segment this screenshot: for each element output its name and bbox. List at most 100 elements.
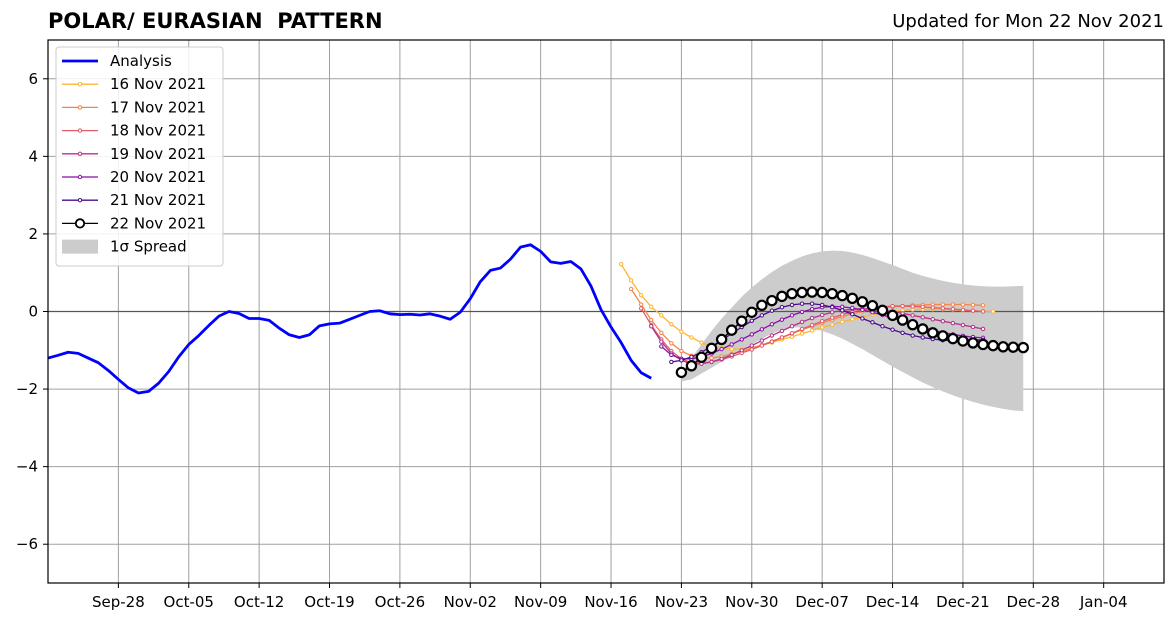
y-tick-label: 0 <box>28 303 38 321</box>
forecast-point <box>766 294 778 307</box>
forecast-point <box>789 302 795 308</box>
forecast-point <box>906 318 919 331</box>
x-tick-label: Oct-05 <box>164 593 214 611</box>
forecast-point <box>739 348 744 353</box>
forecast-point <box>685 360 698 372</box>
forecast-point <box>689 335 694 340</box>
forecast-point <box>920 304 925 310</box>
forecast-point <box>860 316 865 321</box>
y-tick-label: 2 <box>28 225 38 243</box>
forecast-point <box>638 293 644 298</box>
y-tick-label: 6 <box>28 70 38 88</box>
forecast-point <box>659 344 664 349</box>
forecast-point <box>900 303 905 309</box>
forecast-series <box>618 261 1029 379</box>
x-tick-label: Dec-28 <box>1007 593 1061 611</box>
forecast-point <box>960 307 966 313</box>
legend-marker <box>77 151 83 157</box>
forecast-point <box>950 320 956 326</box>
forecast-point <box>715 333 728 346</box>
forecast-point <box>638 306 644 311</box>
analysis-line <box>47 243 652 395</box>
forecast-point <box>786 287 798 300</box>
forecast-point <box>759 313 765 318</box>
y-tick-label: 4 <box>28 147 38 165</box>
forecast-point <box>729 342 734 347</box>
forecast-point <box>890 327 895 332</box>
forecast-point <box>809 322 815 328</box>
forecast-point <box>746 306 758 318</box>
forecast-point <box>809 301 815 306</box>
forecast-point <box>638 302 644 307</box>
forecast-point <box>910 313 915 318</box>
forecast-point <box>819 318 825 324</box>
forecast-point <box>669 352 674 358</box>
forecast-point <box>618 261 624 267</box>
forecast-point <box>759 338 765 343</box>
forecast-point <box>699 340 704 345</box>
forecast-point <box>739 337 744 342</box>
forecast-point <box>628 278 634 283</box>
legend-label: Analysis <box>110 52 172 70</box>
forecast-point <box>729 352 734 358</box>
forecast-point <box>830 315 835 320</box>
chart-subtitle: Updated for Mon 22 Nov 2021 <box>892 11 1164 32</box>
forecast-point <box>669 341 674 346</box>
forecast-point <box>900 330 905 336</box>
legend-label: 20 Nov 2021 <box>110 168 206 186</box>
forecast-point <box>816 286 828 299</box>
x-tick-label: Sep-28 <box>92 593 145 611</box>
legend-label: 22 Nov 2021 <box>110 214 206 232</box>
forecast-point <box>856 296 869 308</box>
forecast-point <box>960 302 966 307</box>
forecast-point <box>927 327 939 339</box>
forecast-point <box>850 317 855 322</box>
forecast-point <box>756 299 768 311</box>
legend-swatch <box>62 239 98 254</box>
forecast-point <box>649 324 654 329</box>
forecast-point <box>759 327 765 332</box>
forecast-point <box>1007 341 1019 353</box>
forecast-point <box>917 323 929 335</box>
forecast-point <box>776 290 788 303</box>
forecast-point <box>1017 341 1029 354</box>
forecast-point <box>819 325 825 330</box>
spread-area <box>681 250 1024 412</box>
forecast-point <box>840 312 845 317</box>
forecast-point <box>659 330 664 336</box>
forecast-point <box>809 328 815 333</box>
forecast-point <box>799 309 805 315</box>
forecast-point <box>836 289 848 302</box>
forecast-point <box>960 322 966 328</box>
forecast-point <box>937 330 949 342</box>
x-tick-label: Oct-12 <box>234 593 284 611</box>
forecast-point <box>659 339 664 344</box>
x-tick-label: Nov-02 <box>444 593 497 611</box>
forecast-point <box>769 339 775 344</box>
x-tick-label: Oct-19 <box>304 593 354 611</box>
forecast-point <box>880 324 885 329</box>
forecast-line <box>650 308 984 365</box>
forecast-point <box>860 307 865 313</box>
legend-label: 1σ Spread <box>110 238 187 256</box>
x-tick-label: Nov-16 <box>584 593 637 611</box>
forecast-point <box>806 286 818 298</box>
forecast-point <box>910 333 915 338</box>
forecast-point <box>920 335 925 340</box>
forecast-point <box>779 328 785 334</box>
x-tick-label: Oct-26 <box>375 593 425 611</box>
legend-marker <box>77 198 83 203</box>
forecast-point <box>736 315 748 327</box>
forecast-point <box>940 302 946 307</box>
forecast-point <box>886 309 899 322</box>
forecast-point <box>799 319 805 325</box>
x-tick-label: Nov-30 <box>725 593 778 611</box>
forecast-point <box>799 301 805 306</box>
forecast-point <box>679 329 684 334</box>
legend-marker <box>77 174 83 180</box>
forecast-point <box>830 305 835 310</box>
forecast-point <box>987 339 999 352</box>
forecast-point <box>980 309 986 314</box>
axes: Sep-28 Oct-05 Oct-12 Oct-19 Oct-26 Nov-02 Nov-… <box>16 39 1165 611</box>
forecast-point <box>659 313 664 318</box>
